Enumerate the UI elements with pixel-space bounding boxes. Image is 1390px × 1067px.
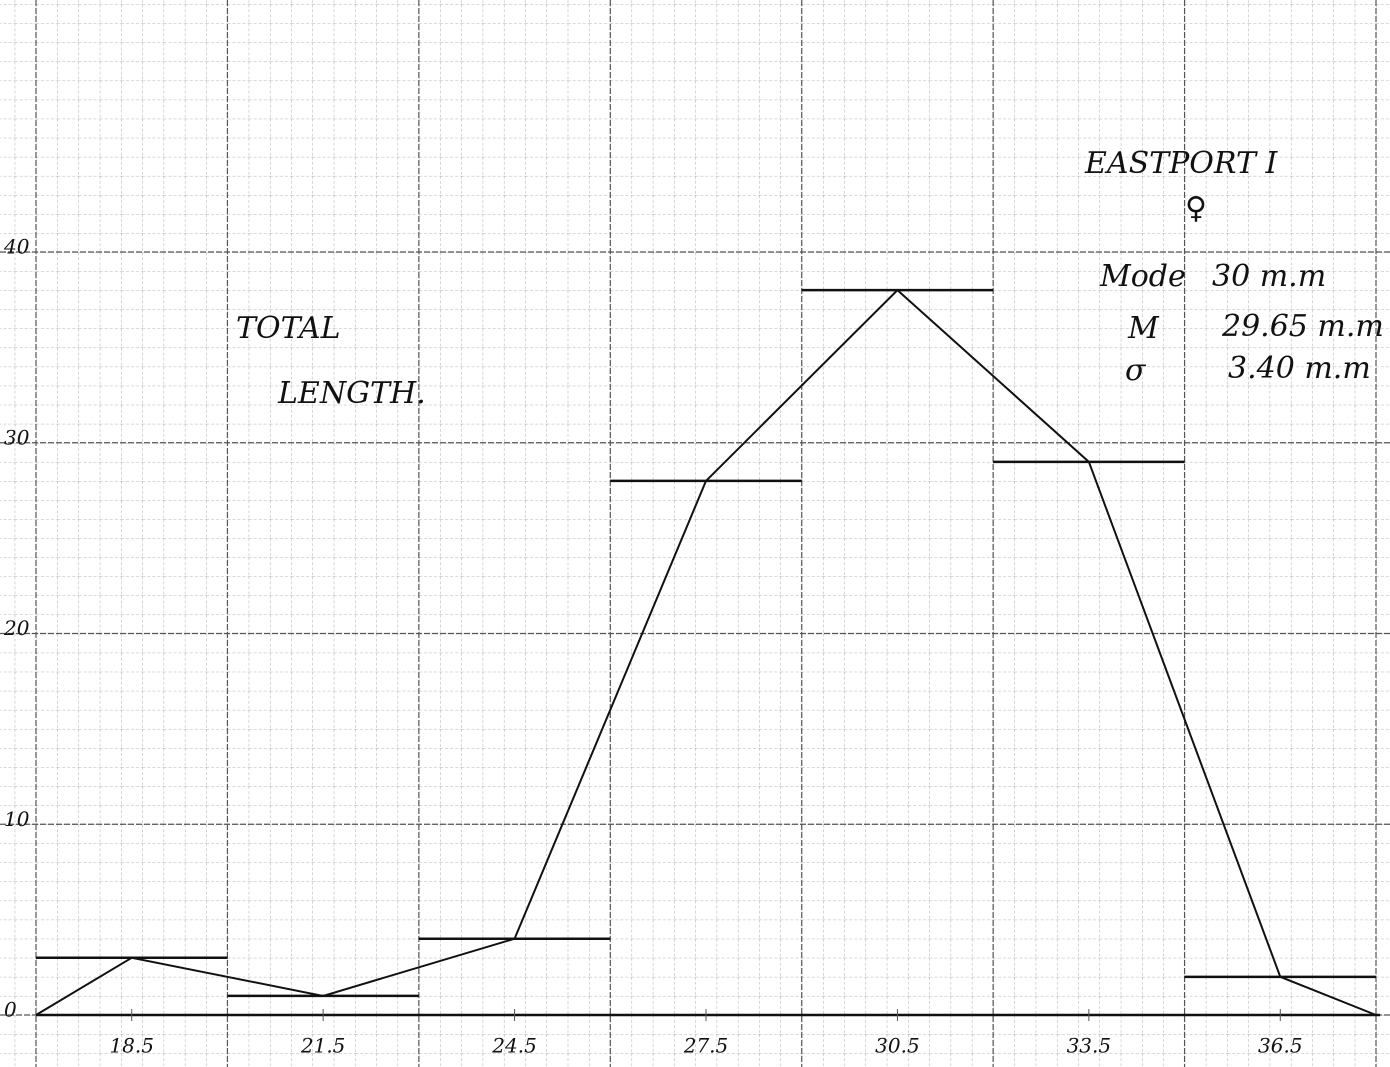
annotation: M xyxy=(1127,311,1160,346)
chart: 0 10 20 30 40 18.5 21.5 24.5 27.5 30.5 33.5 36.5 EAS… xyxy=(0,0,1390,1067)
annotation: 3.40 m.m xyxy=(1228,351,1371,386)
annotation: TOTAL xyxy=(236,311,341,346)
y-tick-label: 10 xyxy=(4,807,30,831)
annotation: Mode xyxy=(1099,259,1186,294)
x-tick-label: 33.5 xyxy=(1067,1034,1112,1058)
y-tick-label: 0 xyxy=(4,998,17,1022)
y-tick-label: 30 xyxy=(4,425,30,449)
annotation: σ xyxy=(1125,353,1147,388)
y-tick-label: 40 xyxy=(3,235,30,259)
annotation: EASTPORT I xyxy=(1084,146,1279,181)
annotation: 29.65 m.m xyxy=(1221,309,1384,344)
x-tick-label: 21.5 xyxy=(300,1034,346,1058)
x-tick-label: 18.5 xyxy=(109,1034,154,1058)
annotation: LENGTH. xyxy=(277,376,426,411)
y-tick-label: 20 xyxy=(3,616,30,640)
x-tick-label: 27.5 xyxy=(683,1034,729,1058)
annotation: ♀ xyxy=(1185,191,1207,226)
annotation: 30 m.m xyxy=(1212,259,1326,294)
x-tick-label: 24.5 xyxy=(491,1034,537,1058)
x-tick-label: 30.5 xyxy=(875,1034,920,1058)
x-tick-label: 36.5 xyxy=(1258,1034,1303,1058)
